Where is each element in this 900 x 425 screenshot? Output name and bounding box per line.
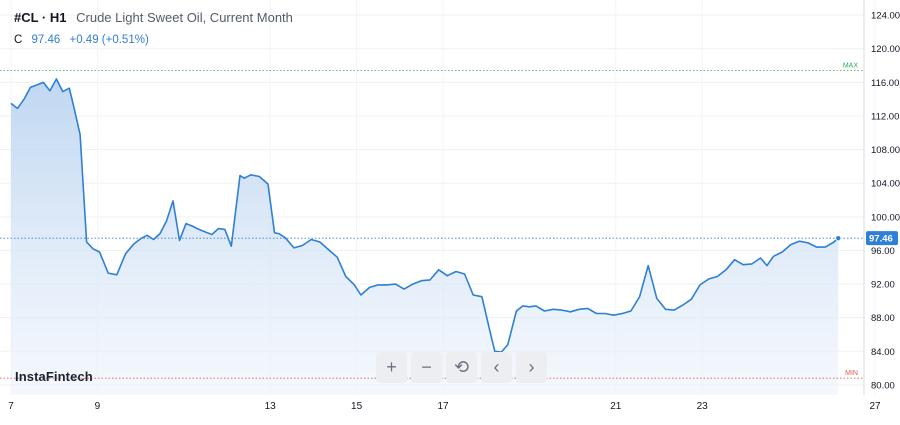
chart-toolbar: + − ⟲ ‹ ›: [376, 352, 547, 383]
price-tick-label: 100.00: [871, 212, 900, 223]
minus-icon: −: [421, 357, 432, 377]
price-tick-label: 88.00: [871, 313, 895, 324]
time-tick-label: 21: [610, 401, 622, 412]
price-line: [10, 78, 839, 353]
time-tick-label: 17: [437, 401, 449, 412]
price-tick-label: 108.00: [871, 145, 900, 156]
price-tick-label: 92.00: [871, 280, 895, 291]
zoom-out-button[interactable]: −: [411, 352, 442, 383]
price-tick-label: 80.00: [871, 380, 895, 391]
last-price-tag: [866, 231, 898, 246]
price-tick-label: 84.00: [871, 347, 895, 358]
time-tick-label: 7: [8, 401, 14, 412]
price-tick-label: 116.00: [871, 78, 899, 89]
price-tick-label: 104.00: [871, 179, 900, 190]
brand-logo: InstaFintech: [15, 369, 93, 384]
plus-icon: +: [386, 357, 397, 377]
instrument-name: Crude Light Sweet Oil, Current Month: [76, 10, 293, 25]
chevron-left-icon: ‹: [493, 357, 500, 377]
zoom-in-button[interactable]: +: [376, 352, 407, 383]
reset-icon: ⟲: [453, 357, 470, 377]
price-tick-label: 96.00: [871, 246, 895, 257]
last-price-dot: [835, 235, 842, 242]
chart-legend: #CL · H1 Crude Light Sweet Oil, Current …: [14, 9, 293, 49]
price-area: [11, 79, 839, 395]
reset-button[interactable]: ⟲: [446, 352, 477, 383]
time-tick-label: 23: [697, 401, 709, 412]
close-label: C: [14, 34, 23, 46]
max-label: MAX: [843, 63, 859, 70]
time-tick-label: 13: [265, 401, 277, 412]
time-tick-label: 15: [351, 401, 363, 412]
last-price-value: 97.46: [31, 34, 61, 46]
symbol-label: #CL · H1: [14, 10, 67, 25]
time-tick-label: 9: [95, 401, 101, 412]
chevron-right-icon: ›: [528, 357, 535, 377]
price-tick-label: 120.00: [871, 44, 900, 55]
price-tick-label: 124.00: [871, 11, 900, 22]
time-tick-label: 27: [869, 401, 881, 412]
scroll-right-button[interactable]: ›: [516, 352, 547, 383]
scroll-left-button[interactable]: ‹: [481, 352, 512, 383]
price-axis[interactable]: 124.00 120.00 116.00 112.00 108.00 104.00 100.…: [871, 11, 900, 392]
time-axis[interactable]: 7 9 13 15 17 21 23 27: [8, 401, 881, 412]
last-price-tag-label: 97.46: [869, 234, 893, 245]
min-label: MIN: [845, 370, 858, 377]
price-change-value: +0.49 (+0.51%): [69, 34, 149, 46]
price-tick-label: 112.00: [871, 111, 899, 122]
